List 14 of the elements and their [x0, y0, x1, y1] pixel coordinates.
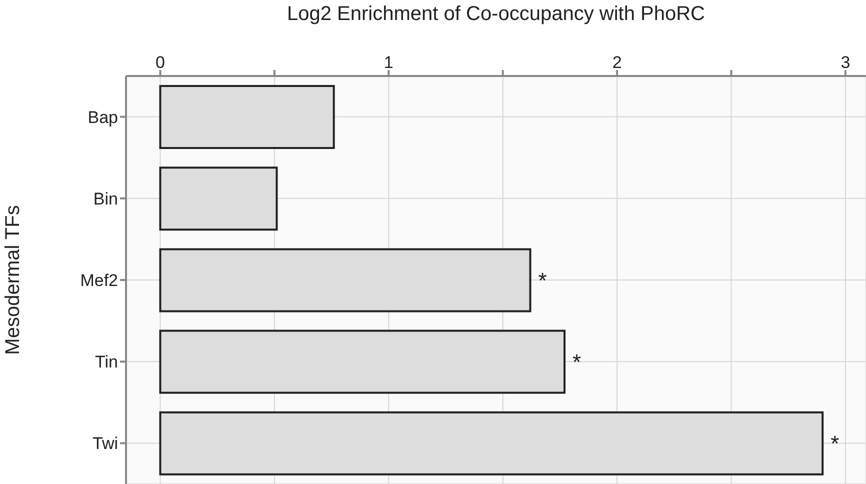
y-tick-label: Tin [95, 352, 118, 372]
annotation: * [572, 349, 582, 374]
annotation: * [830, 431, 840, 456]
y-tick-label: Twi [92, 434, 118, 454]
x-tick-label: 3 [840, 53, 850, 72]
annotation: * [538, 268, 548, 293]
y-tick-label: Bin [93, 189, 118, 208]
y-axis-title: Mesodermal TFs [2, 205, 24, 355]
x-tick-label: 1 [384, 53, 394, 72]
x-tick-label: 0 [156, 53, 165, 72]
y-tick-label: Mef2 [80, 271, 118, 290]
y-tick-label: Bap [88, 108, 118, 127]
x-tick-label: 2 [612, 53, 622, 72]
x-axis-title: Log2 Enrichment of Co-occupancy with PhoRC [287, 3, 705, 26]
